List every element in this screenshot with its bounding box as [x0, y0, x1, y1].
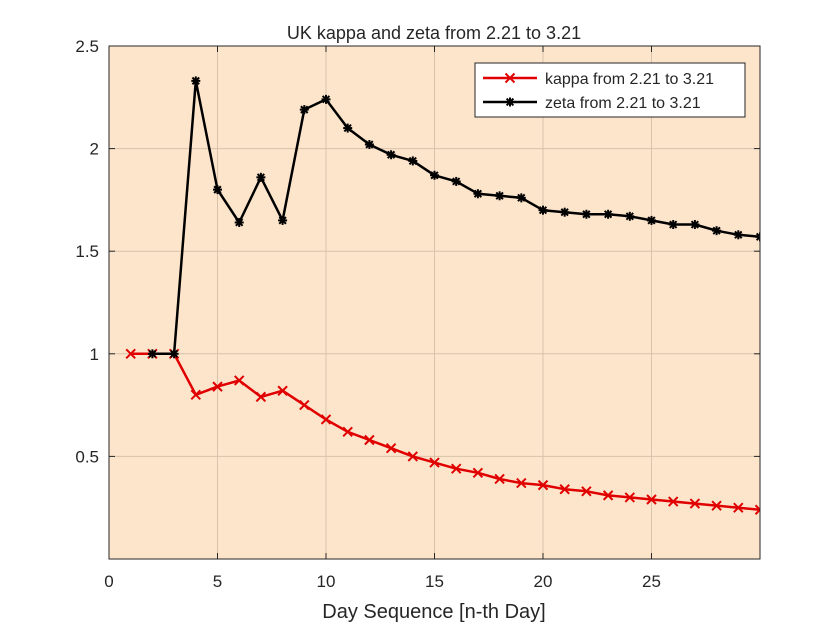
series-1-point [277, 385, 288, 396]
series-1-point [646, 494, 657, 505]
series-1-point [364, 434, 375, 446]
series-1-point [255, 391, 267, 403]
series-1-point [212, 381, 223, 392]
series-2-point [625, 211, 635, 221]
x-tick-label: 20 [534, 572, 553, 591]
series-2-point [451, 176, 461, 186]
legend-box [474, 62, 746, 118]
legend-label-1: kappa from 2.21 to 3.21 [545, 71, 714, 88]
series-1-point [733, 502, 744, 513]
series-1-point [494, 473, 505, 485]
series-1-point [689, 498, 701, 509]
series-2-point [647, 215, 656, 225]
series-2-point [473, 189, 483, 199]
series-1-point [711, 500, 722, 511]
series-1-point [754, 504, 760, 515]
series-1-point [407, 451, 419, 462]
series-1-point [472, 467, 484, 479]
axis-ticks: 0 5 10 15 20 25 0.5 1 1.5 2 2.5 [75, 37, 760, 591]
series-1-point [537, 479, 549, 491]
series-1-point [233, 375, 245, 386]
series-2-point [581, 209, 591, 219]
series-2-point [191, 76, 201, 86]
x-axis-label: Day Sequence [n-th Day] [322, 601, 545, 623]
series-2-point [278, 215, 288, 225]
series-2-point [690, 220, 700, 230]
series-2-point [516, 193, 526, 203]
x-tick-label: 0 [104, 572, 113, 591]
series-2-point [755, 232, 760, 242]
grid-lines [109, 46, 760, 559]
series-1-point [581, 486, 592, 497]
series-1-point [602, 490, 614, 501]
series-2-point [538, 205, 548, 215]
series-2-point [234, 217, 244, 227]
series-2-point [213, 185, 222, 195]
series-1-point [125, 348, 136, 360]
series-2-point [299, 105, 309, 115]
series-2-point [712, 226, 722, 236]
series-2-point [386, 150, 396, 160]
series-2-point [560, 207, 570, 217]
series-2-point [495, 191, 505, 201]
series-2-point [603, 209, 613, 219]
x-tick-label: 15 [425, 572, 444, 591]
series-1-point [429, 457, 440, 468]
y-tick-label: 1 [90, 345, 99, 364]
series-2-point [364, 139, 374, 149]
y-tick-label: 0.5 [75, 447, 99, 466]
series-1-point [190, 389, 202, 401]
series-1-point [667, 496, 679, 507]
series-2-point [430, 170, 439, 180]
x-tick-label: 10 [317, 572, 336, 591]
series-2-point [256, 172, 266, 182]
x-tick-label: 25 [642, 572, 661, 591]
y-tick-label: 1.5 [75, 242, 99, 261]
series-2-point [321, 94, 331, 104]
chart-title: UK kappa and zeta from 2.21 to 3.21 [287, 23, 581, 43]
series-2-point [147, 349, 157, 359]
series-layer [125, 76, 760, 515]
series-1-point [516, 477, 527, 489]
series-2-point [668, 220, 678, 230]
x-tick-label: 5 [213, 572, 222, 591]
legend-marker-1 [504, 72, 516, 84]
series-1-point [299, 399, 310, 411]
series-1-point [342, 426, 353, 437]
series-1-point [624, 492, 636, 503]
series-1-point [450, 463, 462, 474]
legend: kappa from 2.21 to 3.21 zeta from 2.21 to… [474, 62, 746, 118]
legend-label-2: zeta from 2.21 to 3.21 [545, 95, 701, 112]
series-2-point [733, 230, 743, 240]
y-tick-label: 2.5 [75, 37, 99, 56]
series-2-point [408, 156, 418, 166]
series-1-point [385, 442, 397, 454]
legend-marker-2 [505, 97, 515, 107]
series-2-point [343, 123, 353, 133]
series-2-point [169, 349, 179, 359]
series-1-point [320, 414, 332, 425]
series-1-point [559, 484, 570, 495]
series-line-1 [130, 352, 760, 512]
y-tick-label: 2 [90, 140, 99, 159]
